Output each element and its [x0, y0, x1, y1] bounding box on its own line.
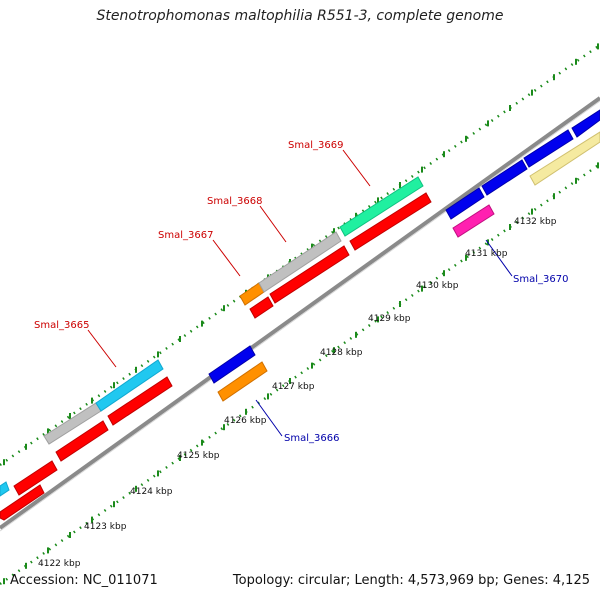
gene-label-3665[interactable]: Smal_3665 [34, 320, 89, 331]
gene-feature-magenta-3670[interactable] [452, 204, 495, 238]
forward-strand [0, 176, 424, 497]
gene-feature-blue[interactable] [523, 129, 574, 168]
kbp-label: 4127 kbp [272, 382, 315, 392]
gene-feature-khaki[interactable] [529, 131, 600, 186]
leader-3665 [87, 329, 117, 368]
gene-feature-red[interactable] [269, 245, 350, 304]
kbp-labels: 4122 kbp 4123 kbp 4124 kbp 4125 kbp 4126… [38, 217, 557, 569]
kbp-label: 4130 kbp [416, 281, 459, 291]
gene-label-3666[interactable]: Smal_3666 [284, 433, 339, 444]
genome-backbone [0, 96, 600, 532]
leader-3666 [255, 399, 283, 437]
accession-text: Accession: NC_011071 [10, 573, 158, 588]
gene-feature-red[interactable] [13, 460, 58, 496]
gene-feature-cyan-3665[interactable] [95, 359, 164, 412]
gene-feature-red[interactable] [249, 296, 274, 319]
gene-feature-blue[interactable] [445, 187, 485, 220]
kbp-label: 4128 kbp [320, 348, 363, 358]
reverse-strand [0, 109, 600, 521]
gene-labels: Smal_3665 Smal_3666 Smal_3667 Smal_3668 … [34, 140, 568, 444]
gene-feature-blue[interactable] [481, 159, 528, 196]
kbp-label: 4131 kbp [465, 249, 508, 259]
gene-feature-red[interactable] [107, 376, 173, 426]
gene-label-3668[interactable]: Smal_3668 [207, 196, 262, 207]
map-title: Stenotrophomonas maltophilia R551-3, com… [96, 8, 504, 24]
gene-feature-red[interactable] [0, 484, 45, 521]
kbp-label: 4124 kbp [130, 487, 173, 497]
topology-info: Topology: circular; Length: 4,573,969 bp… [232, 573, 590, 588]
leader-3667 [212, 239, 241, 277]
leader-3669 [342, 149, 371, 187]
kbp-label: 4125 kbp [177, 451, 220, 461]
gene-feature-cyan-left[interactable] [0, 481, 10, 497]
backbone-line-light [0, 100, 600, 532]
kbp-label: 4126 kbp [224, 416, 267, 426]
gene-label-3669[interactable]: Smal_3669 [288, 140, 343, 151]
kbp-label: 4123 kbp [84, 522, 127, 532]
leader-3668 [259, 205, 287, 243]
gene-feature-orange-3666[interactable] [217, 361, 268, 402]
gene-label-3670[interactable]: Smal_3670 [513, 274, 568, 285]
gene-feature-blue-3666[interactable] [208, 345, 256, 384]
leader-3670 [485, 239, 513, 277]
gene-label-3667[interactable]: Smal_3667 [158, 230, 213, 241]
gene-feature-mint-3669[interactable] [339, 176, 424, 237]
gene-feature-red[interactable] [55, 420, 109, 462]
label-leaders [87, 149, 513, 437]
kbp-label: 4129 kbp [368, 314, 411, 324]
gene-feature-blue[interactable] [571, 109, 600, 138]
kbp-label: 4122 kbp [38, 559, 81, 569]
gene-feature-red[interactable] [349, 192, 432, 251]
backbone-line [0, 96, 600, 530]
kbp-label: 4132 kbp [514, 217, 557, 227]
gene-feature-gray-3668[interactable] [258, 231, 342, 293]
